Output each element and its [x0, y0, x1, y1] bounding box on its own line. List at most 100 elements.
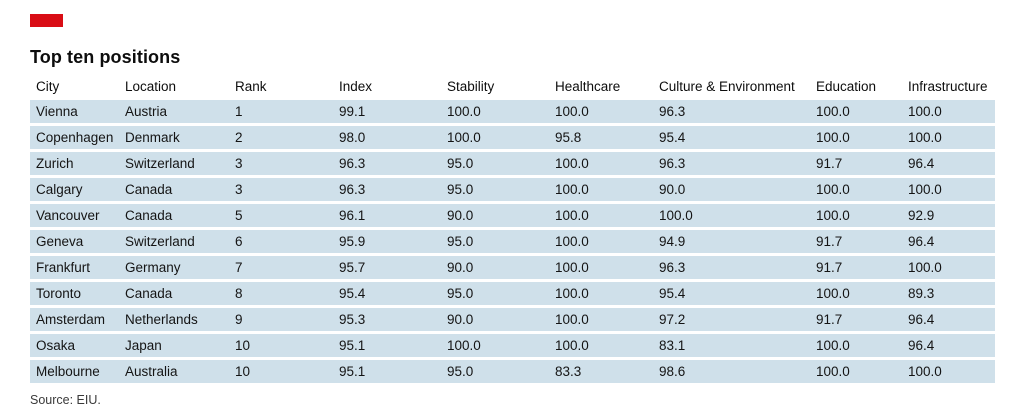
table-row: Frankfurt Germany 7 95.7 90.0 100.0 96.3 91.7 10…: [30, 256, 995, 279]
source-note: Source: EIU.: [30, 393, 101, 407]
table-cell: 98.6: [659, 364, 686, 379]
table-header-row: City Location Rank Index Stability Healthcare…: [30, 76, 995, 97]
table-cell: 9: [235, 312, 243, 327]
table-cell: 95.4: [339, 286, 366, 301]
table-cell: 98.0: [339, 130, 366, 145]
table-cell: 96.3: [659, 156, 686, 171]
table-cell: Copenhagen: [36, 130, 114, 145]
table-cell: 92.9: [908, 208, 935, 223]
table-row: Geneva Switzerland 6 95.9 95.0 100.0 94.9 91.7 9…: [30, 230, 995, 253]
table-cell: 2: [235, 130, 243, 145]
table-cell: Denmark: [125, 130, 180, 145]
table-cell: 1: [235, 104, 243, 119]
table-row: Zurich Switzerland 3 96.3 95.0 100.0 96.3 91.7 9…: [30, 152, 995, 175]
table-cell: Osaka: [36, 338, 76, 353]
table-cell: 3: [235, 156, 243, 171]
table-cell: Germany: [125, 260, 181, 275]
header-cell: Rank: [235, 79, 267, 94]
header-cell: Culture & Environment: [659, 79, 795, 94]
table-cell: 5: [235, 208, 243, 223]
table-cell: 97.2: [659, 312, 686, 327]
table-cell: 3: [235, 182, 243, 197]
table-cell: 7: [235, 260, 243, 275]
top-ten-table: City Location Rank Index Stability Healthcare…: [30, 73, 995, 386]
table-cell: 90.0: [447, 260, 474, 275]
table-cell: 95.0: [447, 364, 474, 379]
table-cell: Canada: [125, 182, 173, 197]
table-cell: 96.3: [659, 104, 686, 119]
table-cell: Calgary: [36, 182, 83, 197]
table-cell: Canada: [125, 208, 173, 223]
table-cell: 94.9: [659, 234, 686, 249]
table-header: City Location Rank Index Stability Healthcare…: [30, 76, 995, 97]
table-cell: 91.7: [816, 234, 843, 249]
table-cell: 96.4: [908, 338, 935, 353]
table-cell: 100.0: [908, 260, 942, 275]
table-cell: 95.1: [339, 364, 366, 379]
table-cell: 10: [235, 364, 251, 379]
table-cell: 95.3: [339, 312, 366, 327]
table-cell: 95.0: [447, 182, 474, 197]
table-cell: 95.8: [555, 130, 582, 145]
table-cell: 6: [235, 234, 243, 249]
table-cell: 96.4: [908, 234, 935, 249]
table-cell: 100.0: [555, 338, 589, 353]
table-row: Copenhagen Denmark 2 98.0 100.0 95.8 95.4 100.0…: [30, 126, 995, 149]
table-cell: 95.4: [659, 130, 686, 145]
table-cell: 100.0: [816, 338, 850, 353]
table-cell: 100.0: [816, 208, 850, 223]
table-cell: 90.0: [447, 312, 474, 327]
table-cell: Japan: [125, 338, 162, 353]
table-cell: 100.0: [555, 156, 589, 171]
table-row: Toronto Canada 8 95.4 95.0 100.0 95.4 100.0 89.3: [30, 282, 995, 305]
table-cell: 100.0: [555, 260, 589, 275]
header-cell: Location: [125, 79, 177, 94]
table-cell: 100.0: [555, 312, 589, 327]
table-cell: 100.0: [555, 286, 589, 301]
header-cell: Infrastructure: [908, 79, 988, 94]
table-cell: 95.0: [447, 286, 474, 301]
table-cell: 100.0: [908, 182, 942, 197]
table-row: Vancouver Canada 5 96.1 90.0 100.0 100.0 100.0 9…: [30, 204, 995, 227]
table-cell: 100.0: [908, 130, 942, 145]
table-cell: 100.0: [908, 364, 942, 379]
table-cell: 96.3: [659, 260, 686, 275]
table-row: Calgary Canada 3 96.3 95.0 100.0 90.0 100.0 100.…: [30, 178, 995, 201]
table-cell: 100.0: [659, 208, 693, 223]
table-cell: Australia: [125, 364, 178, 379]
table-cell: Austria: [125, 104, 168, 119]
table-cell: 100.0: [816, 182, 850, 197]
table-cell: 95.1: [339, 338, 366, 353]
table-cell: Zurich: [36, 156, 74, 171]
table-cell: 100.0: [447, 104, 481, 119]
header-cell: Stability: [447, 79, 495, 94]
table-row: Vienna Austria 1 99.1 100.0 100.0 96.3 100.0 100…: [30, 100, 995, 123]
table-cell: Melbourne: [36, 364, 100, 379]
table-cell: Canada: [125, 286, 173, 301]
table-cell: 100.0: [816, 104, 850, 119]
table-row: Amsterdam Netherlands 9 95.3 90.0 100.0 97.2 91…: [30, 308, 995, 331]
table-cell: 96.4: [908, 312, 935, 327]
header-cell: City: [36, 79, 60, 94]
table-cell: 100.0: [447, 130, 481, 145]
table-cell: Amsterdam: [36, 312, 106, 327]
table-cell: 100.0: [555, 234, 589, 249]
table-container: City Location Rank Index Stability Healthcare…: [30, 73, 995, 386]
table-cell: 83.3: [555, 364, 582, 379]
table-cell: 100.0: [816, 286, 850, 301]
table-cell: 96.3: [339, 156, 366, 171]
header-cell: Healthcare: [555, 79, 621, 94]
table-cell: 95.4: [659, 286, 686, 301]
table-cell: 90.0: [659, 182, 686, 197]
page-title: Top ten positions: [30, 47, 181, 67]
table-body: Vienna Austria 1 99.1 100.0 100.0 96.3 100.0 100…: [30, 100, 995, 383]
table-cell: 100.0: [555, 182, 589, 197]
table-row: Melbourne Australia 10 95.1 95.0 83.3 98.6 100.…: [30, 360, 995, 383]
table-cell: 95.0: [447, 156, 474, 171]
table-cell: 95.0: [447, 234, 474, 249]
table-cell: 100.0: [555, 208, 589, 223]
table-cell: 100.0: [908, 104, 942, 119]
table-cell: 100.0: [555, 104, 589, 119]
table-cell: Vancouver: [36, 208, 100, 223]
